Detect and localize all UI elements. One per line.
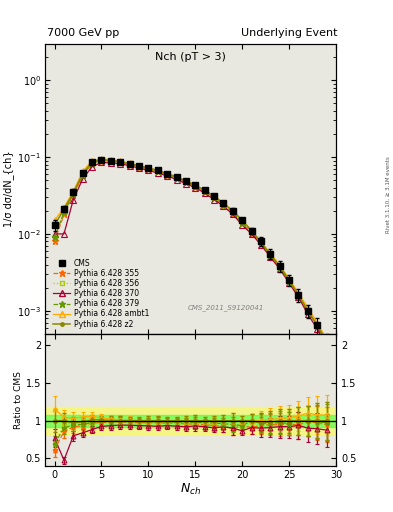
X-axis label: $N_{ch}$: $N_{ch}$ (180, 481, 201, 497)
Y-axis label: Ratio to CMS: Ratio to CMS (14, 371, 23, 429)
Bar (45, 415, 336, 426)
Legend: CMS, Pythia 6.428 355, Pythia 6.428 356, Pythia 6.428 370, Pythia 6.428 379, Pyt: CMS, Pythia 6.428 355, Pythia 6.428 356,… (52, 257, 151, 330)
Text: Underlying Event: Underlying Event (241, 28, 338, 38)
Bar (45, 407, 336, 434)
Text: CMS_2011_S9120041: CMS_2011_S9120041 (187, 304, 264, 311)
Y-axis label: 1/σ dσ/dN_{ch}: 1/σ dσ/dN_{ch} (4, 151, 14, 227)
Text: 7000 GeV pp: 7000 GeV pp (47, 28, 119, 38)
Text: Nch (pT > 3): Nch (pT > 3) (155, 52, 226, 62)
Text: Rivet 3.1.10, ≥ 3.1M events: Rivet 3.1.10, ≥ 3.1M events (386, 156, 391, 233)
